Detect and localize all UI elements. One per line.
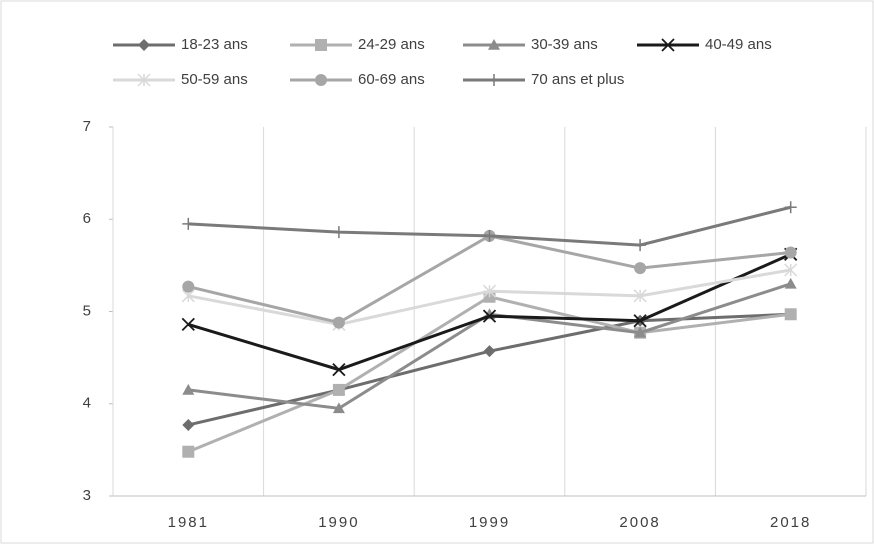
marker bbox=[182, 418, 195, 431]
marker bbox=[634, 262, 647, 275]
legend-label: 50-59 ans bbox=[181, 71, 248, 88]
marker bbox=[482, 309, 497, 323]
marker bbox=[483, 345, 496, 358]
marker bbox=[332, 316, 345, 329]
legend-label: 18-23 ans bbox=[181, 36, 248, 53]
x-tick-label: 1990 bbox=[318, 514, 359, 531]
y-tick-label: 4 bbox=[83, 395, 91, 412]
marker bbox=[332, 383, 345, 396]
marker bbox=[482, 284, 497, 298]
y-tick-label: 5 bbox=[83, 302, 91, 319]
marker bbox=[633, 289, 647, 303]
marker bbox=[488, 74, 500, 86]
y-tick-label: 3 bbox=[83, 487, 91, 504]
marker bbox=[137, 73, 151, 87]
marker bbox=[784, 263, 798, 277]
marker bbox=[634, 239, 647, 252]
x-tick-label: 2018 bbox=[770, 514, 811, 531]
legend-label: 30-39 ans bbox=[531, 36, 598, 53]
marker bbox=[332, 226, 345, 239]
legend-label: 40-49 ans bbox=[705, 36, 772, 53]
marker bbox=[138, 39, 150, 51]
marker bbox=[332, 362, 346, 377]
marker bbox=[181, 317, 195, 332]
x-tick-label: 1981 bbox=[168, 514, 209, 531]
marker bbox=[182, 445, 195, 458]
marker bbox=[784, 201, 797, 214]
y-tick-label: 6 bbox=[83, 210, 91, 227]
marker bbox=[483, 229, 496, 242]
marker bbox=[633, 314, 647, 328]
marker bbox=[182, 383, 195, 395]
marker bbox=[784, 277, 797, 289]
marker bbox=[488, 39, 500, 50]
marker bbox=[315, 74, 327, 86]
x-tick-label: 1999 bbox=[469, 514, 510, 531]
marker bbox=[784, 308, 797, 321]
legend-label: 24-29 ans bbox=[358, 36, 425, 53]
marker bbox=[661, 38, 675, 52]
legend-label: 60-69 ans bbox=[358, 71, 425, 88]
marker bbox=[315, 39, 327, 51]
marker bbox=[182, 280, 195, 293]
marker bbox=[634, 326, 647, 338]
marker bbox=[332, 402, 345, 414]
legend-label: 70 ans et plus bbox=[531, 71, 624, 88]
marker bbox=[182, 217, 195, 230]
y-tick-label: 7 bbox=[83, 118, 91, 135]
marker bbox=[784, 246, 797, 259]
x-tick-label: 2008 bbox=[619, 514, 660, 531]
